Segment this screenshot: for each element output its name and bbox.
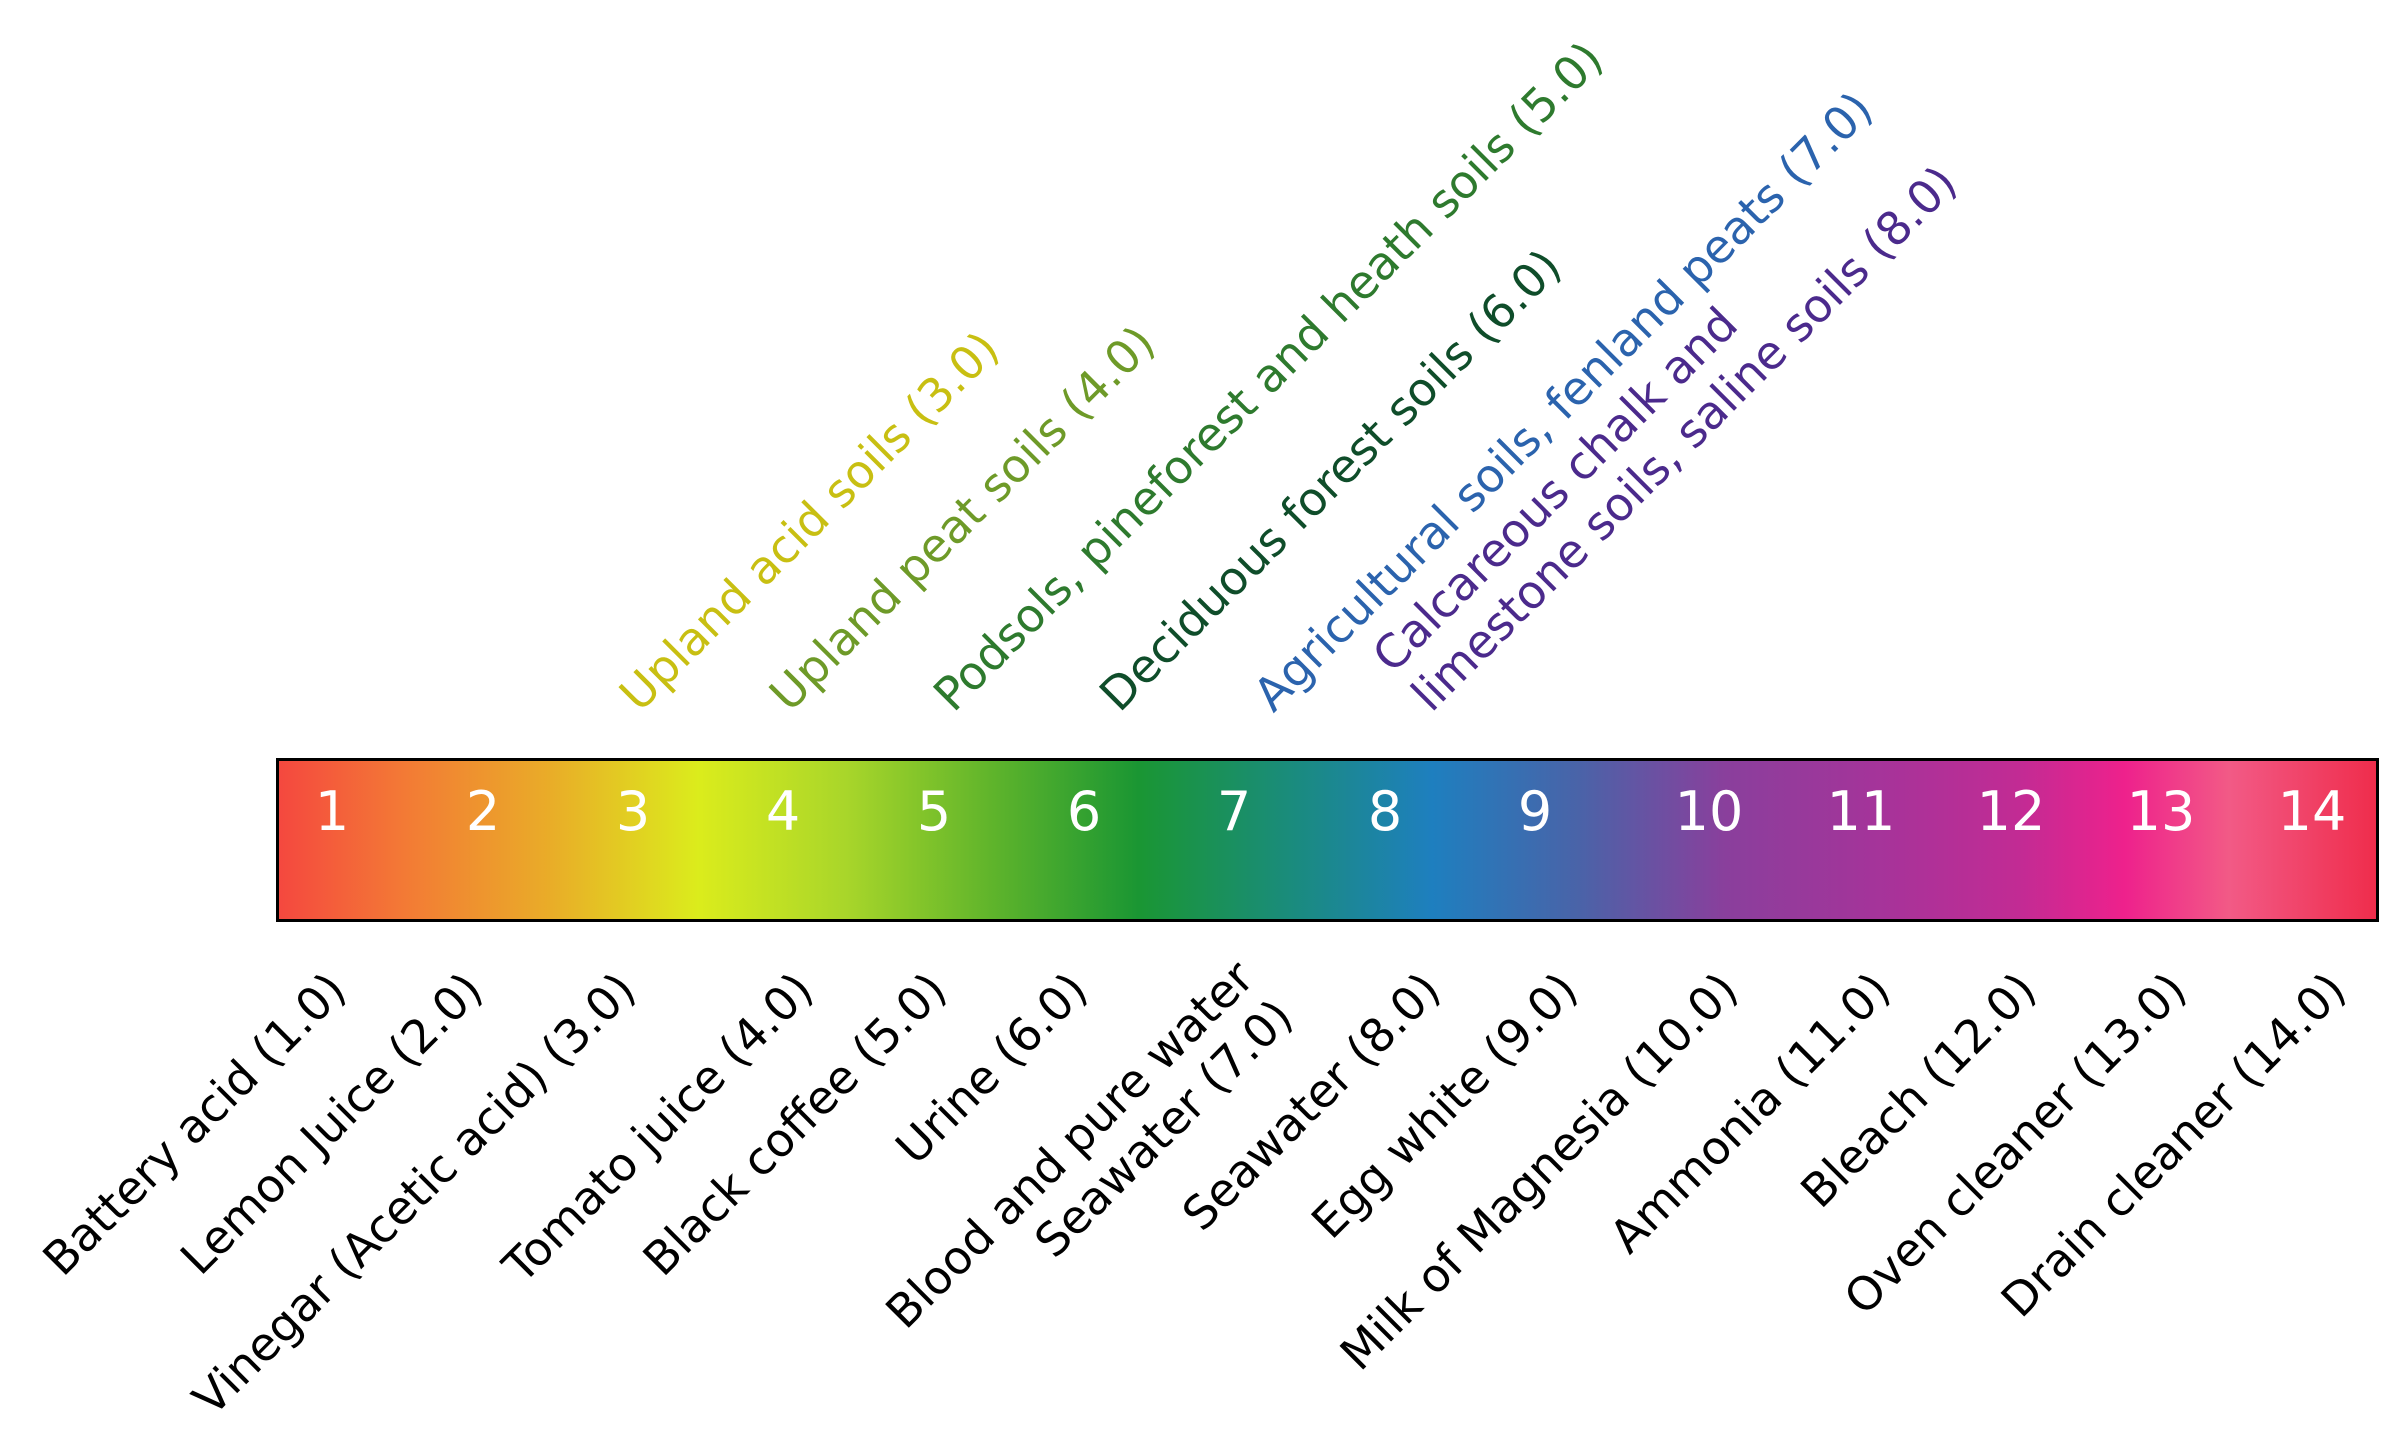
soil-label-line: Agricultural soils, fenland peats (7.0) bbox=[1242, 81, 1883, 722]
ph-number-4: 4 bbox=[765, 780, 801, 843]
ph-number-8: 8 bbox=[1367, 780, 1403, 843]
ph-number-9: 9 bbox=[1517, 780, 1553, 843]
ph-number-2: 2 bbox=[465, 780, 501, 843]
ph-number-14: 14 bbox=[2277, 780, 2347, 843]
ph-number-1: 1 bbox=[314, 780, 350, 843]
soil-label: Agricultural soils, fenland peats (7.0) bbox=[1243, 81, 1884, 722]
ph-number-13: 13 bbox=[2126, 780, 2196, 843]
ph-number-6: 6 bbox=[1066, 780, 1102, 843]
ph-number-5: 5 bbox=[916, 780, 952, 843]
ph-gradient-bar: 1 2 3 4 5 6 7 8 9 10 11 12 13 14 bbox=[276, 758, 2379, 922]
ph-number-10: 10 bbox=[1674, 780, 1744, 843]
ph-number-3: 3 bbox=[615, 780, 651, 843]
ph-number-12: 12 bbox=[1976, 780, 2046, 843]
ph-number-11: 11 bbox=[1826, 780, 1896, 843]
ph-number-7: 7 bbox=[1216, 780, 1252, 843]
